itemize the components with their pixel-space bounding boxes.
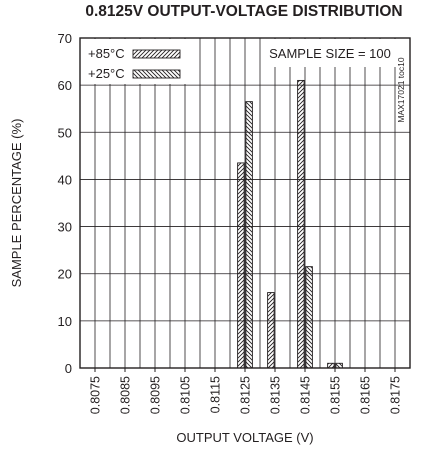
x-tick-label: 0.8095 bbox=[149, 376, 163, 414]
bar-85c bbox=[297, 79, 305, 369]
y-tick-label: 50 bbox=[58, 125, 72, 140]
sample-size-annotation: SAMPLE SIZE = 100 bbox=[269, 46, 391, 61]
x-tick-label: 0.8075 bbox=[89, 376, 103, 414]
legend-swatch-85c bbox=[132, 49, 181, 59]
legend-label-25c: +25°C bbox=[88, 66, 125, 81]
axes: 0 10 20 30 40 50 60 70 0.8075 0.8085 0.8095 0.8105 0… bbox=[58, 31, 403, 414]
chart-title: 0.8125V OUTPUT-VOLTAGE DISTRIBUTION bbox=[85, 3, 402, 20]
legend-label-85c: +85°C bbox=[88, 46, 125, 61]
x-tick-label: 0.8085 bbox=[119, 376, 133, 414]
y-tick-label: 30 bbox=[58, 220, 72, 235]
x-tick-label: 0.8155 bbox=[329, 376, 343, 414]
x-axis-title: OUTPUT VOLTAGE (V) bbox=[176, 430, 313, 445]
y-tick-label: 60 bbox=[58, 78, 72, 93]
annotation-background bbox=[262, 39, 400, 67]
y-tick-label: 0 bbox=[65, 361, 72, 376]
bar-25c bbox=[245, 101, 253, 369]
bar-85c bbox=[267, 292, 275, 369]
legend-swatch-25c bbox=[132, 69, 181, 79]
bar-25c bbox=[305, 266, 313, 369]
x-tick-label: 0.8105 bbox=[179, 376, 193, 414]
bar-85c bbox=[327, 362, 335, 369]
annotation-box: SAMPLE SIZE = 100 bbox=[262, 39, 400, 67]
y-tick-label: 70 bbox=[58, 31, 72, 46]
x-tick-label: 0.8135 bbox=[269, 376, 283, 414]
legend: +85°C +25°C bbox=[81, 39, 189, 84]
x-tick-label: 0.8145 bbox=[299, 376, 313, 414]
bar-85c bbox=[237, 162, 245, 369]
side-label: MAX17021 toc10 bbox=[396, 57, 406, 122]
y-axis-title: SAMPLE PERCENTAGE (%) bbox=[9, 119, 24, 288]
y-tick-label: 10 bbox=[58, 314, 72, 329]
x-tick-label: 0.8125 bbox=[239, 376, 253, 414]
x-tick-label: 0.8165 bbox=[359, 376, 373, 414]
bar-25c bbox=[335, 362, 343, 369]
x-tick-label: 0.8115 bbox=[209, 376, 223, 413]
plot-frame bbox=[79, 37, 411, 369]
x-tick-label: 0.8175 bbox=[389, 376, 403, 414]
grid bbox=[80, 38, 410, 368]
y-tick-label: 40 bbox=[58, 172, 72, 187]
y-tick-label: 20 bbox=[58, 267, 72, 282]
